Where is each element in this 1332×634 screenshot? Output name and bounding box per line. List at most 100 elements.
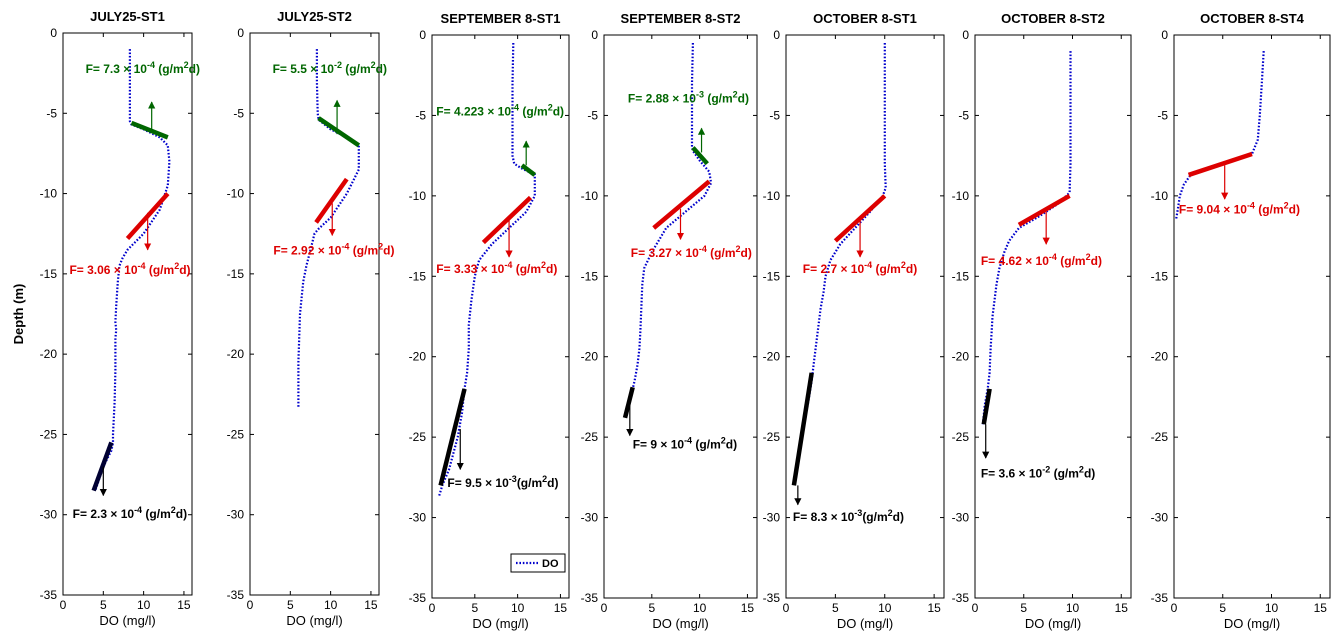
flux-annotation: F= 3.06 × 10-4 (g/m2d) bbox=[69, 261, 190, 277]
chart-title: OCTOBER 8-ST4 bbox=[1200, 11, 1305, 26]
y-tick-label: -5 bbox=[415, 108, 426, 122]
y-tick-label: -30 bbox=[40, 508, 58, 522]
x-tick-label: 10 bbox=[693, 601, 707, 615]
gradient-segment bbox=[314, 177, 349, 224]
series-line-do bbox=[297, 49, 360, 408]
axes-box bbox=[249, 32, 380, 596]
y-tick-label: -35 bbox=[227, 588, 245, 602]
flux-annotation: F= 3.27 × 10-4 (g/m2d) bbox=[631, 244, 752, 260]
gradient-segment bbox=[1017, 193, 1071, 227]
flux-annotation: F= 2.88 × 10-3 (g/m2d) bbox=[628, 90, 749, 106]
x-tick-label: 15 bbox=[177, 598, 191, 612]
y-tick-label: -5 bbox=[233, 106, 244, 120]
x-tick-label: 10 bbox=[511, 601, 525, 615]
y-tick-label: -20 bbox=[952, 350, 970, 364]
y-tick-label: -15 bbox=[40, 267, 58, 281]
x-tick-label: 5 bbox=[100, 598, 107, 612]
y-tick-label: -20 bbox=[409, 350, 427, 364]
flux-annotation: F= 2.7 × 10-4 (g/m2d) bbox=[803, 260, 917, 276]
y-tick-label: -5 bbox=[1157, 108, 1168, 122]
legend: DO bbox=[510, 553, 566, 573]
y-tick-label: -5 bbox=[769, 108, 780, 122]
x-tick-label: 10 bbox=[1265, 601, 1279, 615]
y-tick-label: -35 bbox=[581, 591, 599, 605]
axes-box bbox=[431, 34, 570, 599]
gradient-segment bbox=[981, 388, 992, 425]
gradient-segment bbox=[833, 194, 887, 243]
y-tick-label: -10 bbox=[409, 189, 427, 203]
y-tick-label: -20 bbox=[581, 350, 599, 364]
y-tick-label: -10 bbox=[227, 187, 245, 201]
x-axis-label: DO (mg/l) bbox=[1224, 616, 1280, 631]
gradient-segment bbox=[91, 441, 114, 492]
gradient-segment bbox=[652, 179, 711, 230]
x-tick-label: 5 bbox=[1020, 601, 1027, 615]
y-tick-label: -20 bbox=[1151, 350, 1169, 364]
series-line-do bbox=[1174, 51, 1265, 221]
y-tick-label: 0 bbox=[1161, 28, 1168, 42]
y-tick-label: -10 bbox=[1151, 189, 1169, 203]
y-tick-label: 0 bbox=[962, 28, 969, 42]
y-tick-label: -30 bbox=[763, 511, 781, 525]
y-tick-label: -30 bbox=[581, 511, 599, 525]
y-axis-label: Depth (m) bbox=[11, 284, 26, 345]
x-tick-label: 5 bbox=[648, 601, 655, 615]
x-tick-label: 0 bbox=[1171, 601, 1178, 615]
x-tick-label: 0 bbox=[429, 601, 436, 615]
gradient-segment bbox=[1187, 151, 1253, 178]
x-tick-label: 15 bbox=[1115, 601, 1129, 615]
y-tick-label: -25 bbox=[409, 430, 427, 444]
y-tick-label: 0 bbox=[237, 26, 244, 40]
x-tick-label: 15 bbox=[554, 601, 568, 615]
x-tick-label: 15 bbox=[927, 601, 941, 615]
chart-title: SEPTEMBER 8-ST1 bbox=[441, 11, 561, 26]
y-tick-label: -10 bbox=[581, 189, 599, 203]
axes-box bbox=[785, 34, 945, 599]
x-tick-label: 0 bbox=[783, 601, 790, 615]
gradient-segment bbox=[438, 388, 467, 486]
x-tick-label: 5 bbox=[832, 601, 839, 615]
x-tick-label: 5 bbox=[471, 601, 478, 615]
y-tick-label: 0 bbox=[419, 28, 426, 42]
y-tick-label: -15 bbox=[763, 269, 781, 283]
axes-box bbox=[974, 34, 1132, 599]
x-tick-label: 0 bbox=[247, 598, 254, 612]
y-tick-label: -35 bbox=[409, 591, 427, 605]
y-tick-label: -20 bbox=[40, 347, 58, 361]
y-tick-label: -35 bbox=[1151, 591, 1169, 605]
series-line-do bbox=[981, 51, 1072, 425]
gradient-segment bbox=[520, 163, 537, 177]
x-axis-label: DO (mg/l) bbox=[99, 613, 155, 628]
x-axis-label: DO (mg/l) bbox=[286, 613, 342, 628]
flux-annotation: F= 8.3 × 10-3(g/m2d) bbox=[793, 508, 904, 524]
y-tick-label: -25 bbox=[763, 430, 781, 444]
x-tick-label: 15 bbox=[364, 598, 378, 612]
flux-annotation: F= 5.5 × 10-2 (g/m2d) bbox=[273, 60, 387, 76]
x-tick-label: 10 bbox=[324, 598, 338, 612]
x-tick-label: 15 bbox=[741, 601, 755, 615]
x-axis-label: DO (mg/l) bbox=[472, 616, 528, 631]
y-tick-label: -10 bbox=[952, 189, 970, 203]
gradient-segment bbox=[317, 116, 361, 148]
chart-title: JULY25-ST2 bbox=[277, 9, 352, 24]
x-tick-label: 10 bbox=[1066, 601, 1080, 615]
y-tick-label: 0 bbox=[50, 26, 57, 40]
chart-title: OCTOBER 8-ST1 bbox=[813, 11, 917, 26]
chart-title: OCTOBER 8-ST2 bbox=[1001, 11, 1105, 26]
chart-title: SEPTEMBER 8-ST2 bbox=[621, 11, 741, 26]
flux-annotation: F= 9 × 10-4 (g/m2d) bbox=[633, 435, 737, 451]
y-tick-label: -30 bbox=[952, 511, 970, 525]
y-tick-label: -5 bbox=[958, 108, 969, 122]
flux-annotation: F= 2.92 × 10-4 (g/m2d) bbox=[273, 242, 394, 258]
gradient-segment bbox=[622, 386, 635, 419]
y-tick-label: -25 bbox=[227, 427, 245, 441]
flux-annotation: F= 3.33 × 10-4 (g/m2d) bbox=[436, 260, 557, 276]
gradient-segment bbox=[691, 146, 709, 166]
y-tick-label: -25 bbox=[581, 430, 599, 444]
y-tick-label: -30 bbox=[409, 511, 427, 525]
